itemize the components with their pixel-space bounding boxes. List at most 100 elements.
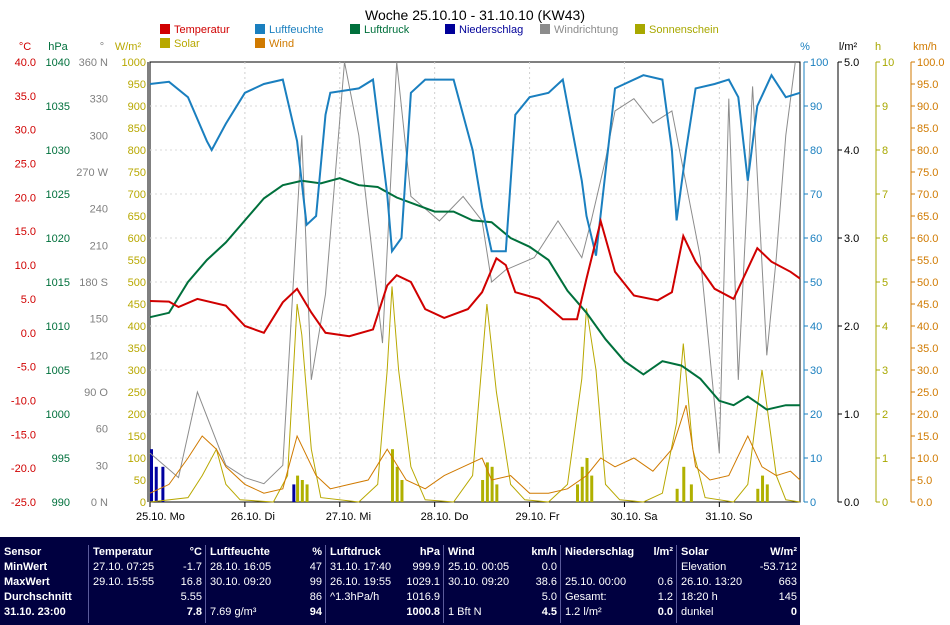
summary-label: 31.10. 17:40 (330, 561, 392, 573)
tick-label: 80.0 (917, 145, 938, 157)
x-tick-label: 29.10. Fr (516, 511, 560, 523)
tick-label: 1025 (46, 189, 70, 201)
tick-label: 50 (134, 475, 146, 487)
summary-label: 1 Bft N (448, 606, 482, 618)
legend-label: Luftfeuchte (269, 24, 323, 36)
right-axes: 10090807060504030201005.04.03.02.01.00.0… (803, 57, 945, 509)
tick-label: 65.0 (917, 211, 938, 223)
tick-label: 1.0 (844, 409, 859, 421)
sunshine-bar (689, 484, 693, 502)
tick-label: -5.0 (17, 362, 36, 374)
tick-label: 1005 (46, 365, 70, 377)
tick-label: 360 N (79, 57, 108, 69)
tick-label: 20 (810, 409, 822, 421)
summary-row: 1 Bft N 4.5 (448, 605, 557, 619)
summary-label: 30.10. 09:20 (448, 576, 510, 588)
legend-swatch (160, 24, 170, 34)
tick-label: 80 (810, 145, 822, 157)
sunshine-bar (490, 466, 494, 502)
summary-row: Elevation -53.712 (681, 560, 797, 574)
tick-label: 45.0 (917, 299, 938, 311)
tick-label: 120 (90, 350, 108, 362)
summary-row: Durchschnitt (4, 590, 84, 604)
summary-label: ^1.3hPa/h (330, 591, 380, 603)
tick-label: 20.0 (917, 409, 938, 421)
summary-label: 18:20 h (681, 591, 718, 603)
tick-label: 750 (128, 167, 146, 179)
summary-row: dunkel 0 (681, 605, 797, 619)
tick-label: 30.0 (917, 365, 938, 377)
summary-label: 1.2 l/m² (565, 606, 602, 618)
summary-label: MinWert (4, 561, 48, 573)
tick-label: 55.0 (917, 255, 938, 267)
tick-label: 9 (882, 101, 888, 113)
summary-value: 1.2 (657, 591, 673, 603)
summary-column: Sensor MinWert MaxWert Durchschnitt 31.10. 2… (0, 545, 88, 623)
summary-row: Gesamt: 1.2 (565, 590, 673, 604)
sunshine-bar (481, 480, 485, 502)
summary-label: Gesamt: (565, 591, 607, 603)
series-luftfeuchte (149, 73, 801, 256)
tick-label: -15.0 (11, 429, 36, 441)
summary-label: 25.10. 00:00 (565, 576, 627, 588)
summary-row (565, 560, 673, 574)
summary-label: 27.10. 07:25 (93, 561, 155, 573)
tick-label: 40 (810, 321, 822, 333)
sunshine-bar (675, 488, 679, 502)
tick-label: 0.0 (21, 328, 36, 340)
axis-unit: h (875, 41, 881, 53)
tick-label: 995 (52, 453, 70, 465)
tick-label: 30.0 (15, 125, 36, 137)
tick-label: 3 (882, 365, 888, 377)
summary-value: 5.55 (180, 591, 202, 603)
tick-label: 6 (882, 233, 888, 245)
tick-label: 15.0 (917, 431, 938, 443)
sunshine-bar (305, 484, 309, 502)
tick-label: 50.0 (917, 277, 938, 289)
summary-label: 30.10. 09:20 (210, 576, 272, 588)
summary-value: 663 (778, 576, 797, 588)
tick-label: 0 (810, 497, 816, 509)
sunshine-bar (580, 466, 584, 502)
summary-label: Temperatur (93, 546, 153, 558)
summary-column: Luftfeuchte% 28.10. 16:05 47 30.10. 09:20 99… (205, 545, 326, 623)
summary-row: 26.10. 13:20 663 (681, 575, 797, 589)
tick-label: -10.0 (11, 395, 36, 407)
summary-label: Elevation (681, 561, 727, 573)
tick-label: 60.0 (917, 233, 938, 245)
tick-label: 1040 (46, 57, 70, 69)
tick-label: 300 (90, 130, 108, 142)
plot-area (149, 61, 801, 503)
summary-value: 99 (309, 576, 322, 588)
summary-value: 1029.1 (406, 576, 440, 588)
tick-label: 2.0 (844, 321, 859, 333)
tick-label: 900 (128, 101, 146, 113)
legend-label: Windrichtung (554, 24, 618, 36)
summary-value: W/m² (770, 546, 797, 558)
sunshine-bar (395, 466, 399, 502)
tick-label: 75.0 (917, 167, 938, 179)
tick-label: 20.0 (15, 192, 36, 204)
tick-label: 240 (90, 204, 108, 216)
tick-label: 15.0 (15, 226, 36, 238)
tick-label: 550 (128, 255, 146, 267)
tick-label: 1000 (46, 409, 70, 421)
x-tick-label: 28.10. Do (421, 511, 469, 523)
tick-label: -25.0 (11, 497, 36, 509)
tick-label: 40.0 (917, 321, 938, 333)
summary-label: 7.69 g/m³ (210, 606, 257, 618)
tick-label: 30 (810, 365, 822, 377)
axis-unit: l/m² (839, 41, 858, 53)
tick-label: 1030 (46, 145, 70, 157)
summary-row: Solar W/m² (681, 545, 797, 559)
tick-label: 70.0 (917, 189, 938, 201)
x-tick-label: 25.10. Mo (136, 511, 185, 523)
axis-unit: hPa (48, 41, 68, 53)
summary-value: 1016.9 (406, 591, 440, 603)
summary-panel: Sensor MinWert MaxWert Durchschnitt 31.10. 2… (0, 537, 800, 625)
tick-label: 0.0 (844, 497, 859, 509)
sunshine-bar (682, 466, 686, 502)
summary-row: 1000.8 (330, 605, 440, 619)
tick-label: 85.0 (917, 123, 938, 135)
tick-label: 90.0 (917, 101, 938, 113)
